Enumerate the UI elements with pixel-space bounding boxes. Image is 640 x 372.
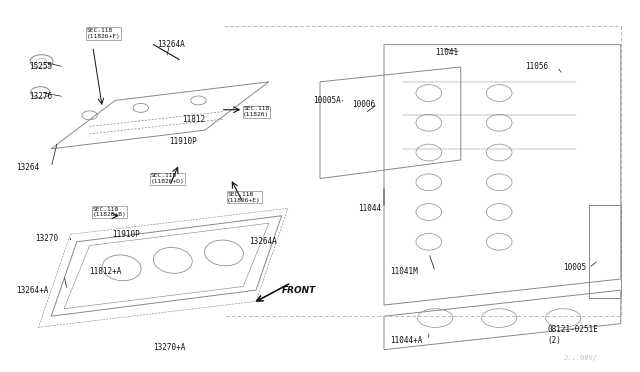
Text: 10005: 10005 [563,263,586,272]
Text: 11910P: 11910P [112,230,140,239]
Text: 11910P: 11910P [170,137,197,146]
Text: 13270+A: 13270+A [154,343,186,352]
Text: 08121-0251E
(2): 08121-0251E (2) [547,325,598,344]
Text: 11044+A: 11044+A [390,336,423,345]
Text: J...00V/: J...00V/ [563,355,597,361]
Text: 10006: 10006 [352,100,375,109]
Text: SEC.118
(11826+E): SEC.118 (11826+E) [227,192,261,203]
Text: 11812+A: 11812+A [90,267,122,276]
Text: SEC.118
(11826): SEC.118 (11826) [243,106,269,117]
Text: 13264: 13264 [16,163,39,172]
Text: 15255: 15255 [29,62,52,71]
Text: 13264A: 13264A [157,40,184,49]
Text: 11812: 11812 [182,115,205,124]
Text: 13264A: 13264A [250,237,277,246]
Text: SEC.118
(11826+F): SEC.118 (11826+F) [86,28,120,39]
Text: 11044: 11044 [358,204,381,213]
Text: 10005A: 10005A [314,96,341,105]
Text: 13276: 13276 [29,92,52,101]
Text: FRONT: FRONT [282,286,316,295]
Text: 11041M: 11041M [390,267,418,276]
Text: 13270: 13270 [35,234,58,243]
Text: 11056: 11056 [525,62,548,71]
Text: 11041: 11041 [435,48,458,57]
Text: 13264+A: 13264+A [16,286,49,295]
Text: SEC.118
(11826+B): SEC.118 (11826+B) [93,206,127,218]
Text: SEC.118
(11826+D): SEC.118 (11826+D) [150,173,184,184]
